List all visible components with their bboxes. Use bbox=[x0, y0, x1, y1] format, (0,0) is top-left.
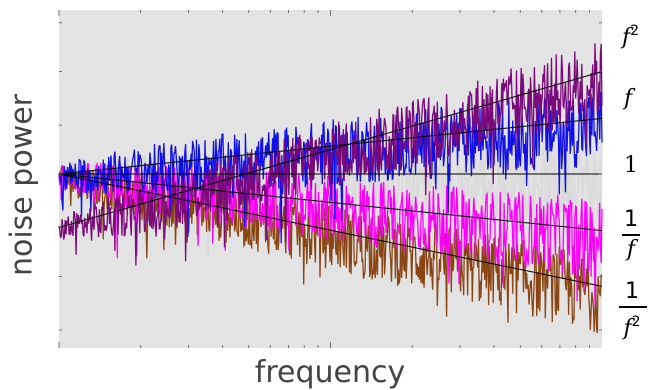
label-f-squared: f2 bbox=[622, 24, 639, 49]
fraction-bar bbox=[619, 306, 647, 308]
label-one-base: 1 bbox=[624, 153, 638, 178]
label-one-over-f-squared-den: f2 bbox=[617, 311, 647, 340]
label-f: f bbox=[624, 88, 632, 110]
label-one-over-f: 1 f bbox=[616, 209, 646, 261]
label-f-squared-base: f bbox=[622, 25, 631, 50]
label-f-squared-exp: 2 bbox=[630, 23, 640, 39]
label-one-over-f-squared-exp: 2 bbox=[631, 313, 641, 330]
series-layer bbox=[58, 43, 603, 333]
label-one-over-f-squared-den-base: f bbox=[623, 315, 632, 341]
label-one-over-f-squared-num: 1 bbox=[625, 279, 639, 304]
series-4-line bbox=[58, 161, 603, 306]
label-one-over-f-num: 1 bbox=[624, 207, 638, 232]
label-one: 1 bbox=[624, 155, 638, 177]
tick-layer bbox=[58, 10, 602, 348]
label-one-over-f-squared: 1 f2 bbox=[617, 281, 647, 340]
y-axis-label: noise power bbox=[4, 93, 40, 277]
label-one-over-f-den: f bbox=[626, 236, 636, 262]
series-5-line bbox=[58, 165, 603, 333]
trend-line-5 bbox=[58, 173, 603, 287]
trend-line-1 bbox=[58, 71, 603, 229]
trend-line-2 bbox=[58, 117, 603, 175]
trend-layer bbox=[58, 71, 603, 287]
label-f-base: f bbox=[624, 86, 633, 111]
trend-line-4 bbox=[58, 173, 603, 232]
series-1-line bbox=[58, 43, 603, 266]
fraction-bar bbox=[622, 234, 640, 236]
x-axis-label: frequency bbox=[254, 355, 406, 390]
